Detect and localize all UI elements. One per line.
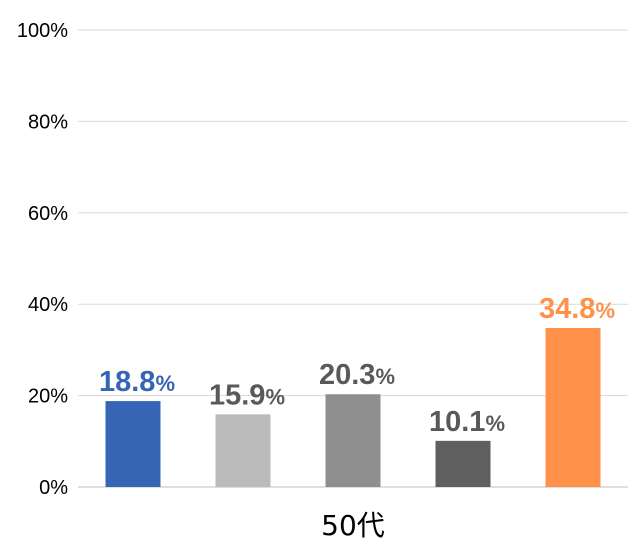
- data-label: 34.8%: [539, 293, 615, 325]
- y-tick-label: 100%: [17, 20, 68, 42]
- data-label: 15.9%: [209, 379, 285, 411]
- data-label: 20.3%: [319, 359, 395, 391]
- data-label: 18.8%: [99, 366, 175, 398]
- y-tick-label: 40%: [28, 294, 68, 316]
- y-tick-label: 60%: [28, 203, 68, 225]
- data-labels: 18.8% 15.9% 20.3% 10.1% 34.8%: [99, 293, 615, 438]
- y-tick-label: 20%: [28, 386, 68, 408]
- y-axis-ticks: 0% 20% 40% 60% 80% 100%: [17, 20, 68, 499]
- gridlines: [78, 29, 628, 488]
- bar: [545, 327, 601, 487]
- data-label: 10.1%: [429, 406, 505, 438]
- category-label: 50代: [321, 509, 385, 542]
- bars: [105, 327, 601, 487]
- x-axis-categories: 50代: [321, 509, 385, 542]
- y-tick-label: 80%: [28, 111, 68, 133]
- bar: [105, 401, 161, 487]
- bar: [435, 440, 491, 487]
- bar: [325, 394, 381, 487]
- bar: [215, 414, 271, 487]
- y-tick-label: 0%: [39, 477, 68, 499]
